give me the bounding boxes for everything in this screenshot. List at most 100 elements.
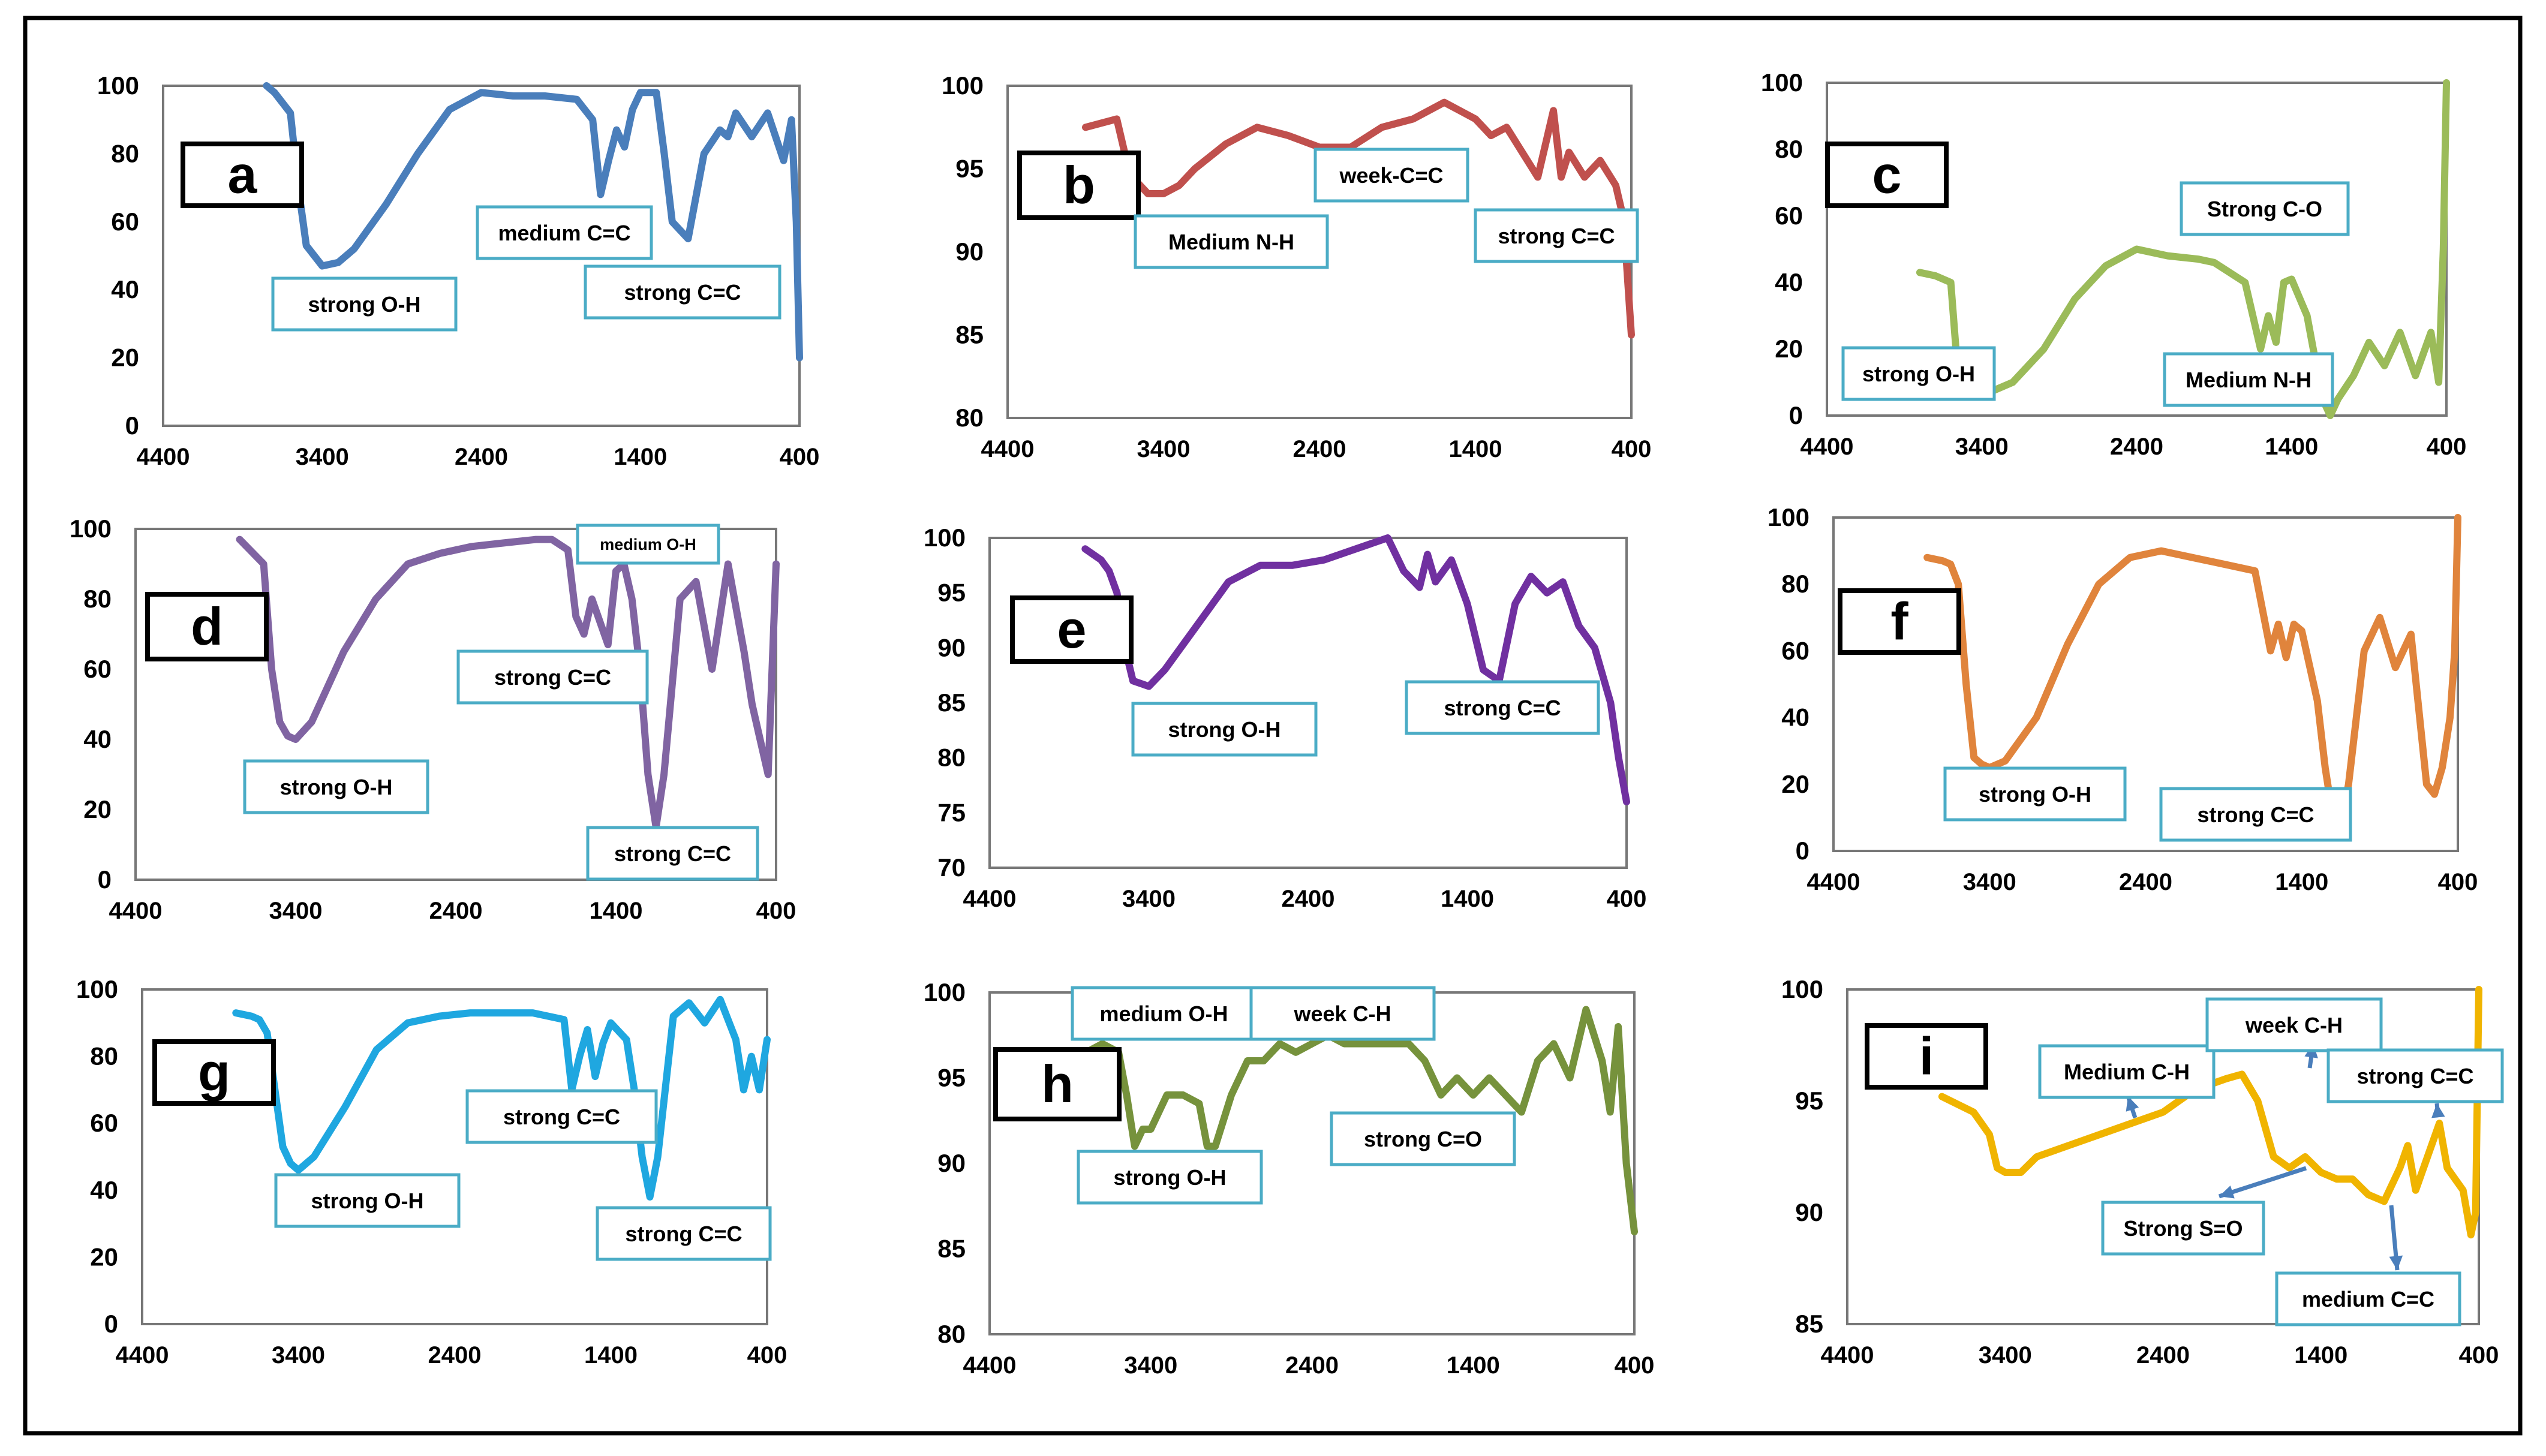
y-tick-label: 0 xyxy=(1789,401,1803,429)
y-tick-label: 0 xyxy=(1796,837,1809,865)
y-tick-label: 40 xyxy=(83,725,112,753)
x-tick-label: 3400 xyxy=(1137,436,1191,462)
y-tick-label: 100 xyxy=(924,524,966,552)
annotation-text: strong O-H xyxy=(308,292,421,317)
annotation-box xyxy=(2180,181,2350,236)
annotation-text: Medium C-H xyxy=(2064,1060,2190,1084)
y-tick-label: 85 xyxy=(937,688,966,717)
y-tick-label: 60 xyxy=(90,1109,118,1137)
x-tick-label: 1400 xyxy=(590,898,643,924)
y-tick-label: 20 xyxy=(1775,335,1803,363)
annotation-text: strong C=C xyxy=(2197,802,2314,827)
annotation-box xyxy=(271,276,458,332)
series-line-f xyxy=(1923,514,2461,828)
annotation-text: strong O-H xyxy=(311,1189,424,1213)
annotation-text: strong C=C xyxy=(1498,224,1615,248)
y-tick-label: 0 xyxy=(104,1310,118,1338)
annotation-box xyxy=(465,1089,658,1144)
y-tick-label: 95 xyxy=(937,1064,966,1092)
panel-a: 0 20 40 60 80 100 4400 3400 2400 1400 400 a strong O… xyxy=(97,71,819,470)
y-tick-label: 20 xyxy=(90,1243,118,1271)
annotation-box xyxy=(2038,1044,2216,1099)
x-tick-label: 1400 xyxy=(1447,1352,1500,1379)
panel-label: d xyxy=(191,597,223,656)
panel-label: b xyxy=(1063,155,1095,215)
x-tick-label: 4400 xyxy=(109,898,163,924)
x-tick-label: 4400 xyxy=(137,444,190,470)
y-tick-label: 80 xyxy=(1775,135,1803,163)
annotation-text: medium C=C xyxy=(2302,1287,2434,1311)
x-tick-label: 1400 xyxy=(584,1342,638,1368)
panel-label: g xyxy=(198,1043,230,1102)
annotation-box xyxy=(586,826,759,881)
panel-label-box xyxy=(1865,1023,1988,1090)
x-tick-label: 3400 xyxy=(1979,1342,2032,1368)
panel-c: 0 20 40 60 80 100 4400 3400 2400 1400 400 c strong O… xyxy=(1761,68,2466,460)
y-tick-label: 60 xyxy=(83,655,112,683)
annotation-text: strong O-H xyxy=(280,775,393,799)
annotation-text: strong C=C xyxy=(1444,696,1561,720)
annotation-text: strong O-H xyxy=(1168,717,1281,742)
annotation-text: strong C=C xyxy=(2356,1064,2473,1088)
y-tick-label: 100 xyxy=(1781,975,1823,1003)
x-tick-label: 1400 xyxy=(614,444,667,470)
panel-label: e xyxy=(1057,600,1087,659)
x-tick-label: 2400 xyxy=(2119,869,2172,895)
annotation-arrowhead xyxy=(2126,1096,2139,1112)
annotation-box xyxy=(596,1206,772,1261)
annotation-box xyxy=(2326,1048,2504,1103)
annotation-box xyxy=(2159,787,2352,842)
y-tick-label: 0 xyxy=(125,411,139,440)
panel-label-box xyxy=(993,1047,1122,1121)
y-tick-label: 20 xyxy=(1781,770,1809,798)
x-tick-label: 1400 xyxy=(1449,436,1502,462)
x-tick-label: 2400 xyxy=(1293,436,1346,462)
x-tick-label: 2400 xyxy=(428,1342,482,1368)
x-tick-label: 3400 xyxy=(1122,886,1176,912)
annotation-box xyxy=(1134,214,1329,269)
plot-area xyxy=(1832,516,2459,852)
series-line-a xyxy=(263,82,803,362)
annotation-box xyxy=(2163,352,2334,407)
x-tick-label: 1400 xyxy=(2294,1342,2347,1368)
y-tick-label: 60 xyxy=(1775,201,1803,230)
annotation-box xyxy=(576,524,720,565)
panel-label-box xyxy=(1010,595,1134,664)
annotation-box xyxy=(1474,208,1639,263)
x-tick-label: 400 xyxy=(1612,436,1652,462)
annotation-text: strong C=C xyxy=(624,280,741,305)
panel-label-box xyxy=(1825,142,1949,208)
panel-e: 70 75 80 85 90 95 100 4400 3400 2400 1400 400 e stron… xyxy=(924,524,1646,912)
x-tick-label: 400 xyxy=(756,898,796,924)
series-line-d xyxy=(236,536,780,831)
annotation-text: strong C=C xyxy=(614,841,731,866)
y-tick-label: 20 xyxy=(111,344,139,372)
annotation-box xyxy=(476,205,653,260)
x-tick-label: 2400 xyxy=(455,444,508,470)
annotation-box xyxy=(1077,1150,1263,1205)
annotation-text: strong O-H xyxy=(1979,782,2091,807)
annotation-arrowhead xyxy=(2389,1255,2403,1270)
annotation-box xyxy=(1943,766,2127,822)
annotation-text: strong O-H xyxy=(1114,1165,1227,1190)
annotation-box xyxy=(1841,346,1996,401)
x-tick-label: 3400 xyxy=(1963,869,2016,895)
panel-h: 80 85 90 95 100 4400 3400 2400 1400 400 h medium O-… xyxy=(924,978,1654,1379)
x-tick-label: 4400 xyxy=(963,1352,1017,1379)
panel-g: 0 20 40 60 80 100 4400 3400 2400 1400 400 g strong O… xyxy=(76,975,787,1368)
annotation-text: Strong S=O xyxy=(2123,1216,2243,1241)
x-tick-label: 4400 xyxy=(116,1342,169,1368)
series-line-i xyxy=(1938,986,2482,1239)
annotation-box xyxy=(2205,997,2383,1052)
annotation-text: medium O-H xyxy=(600,536,696,553)
panel-label: i xyxy=(1919,1027,1934,1086)
x-tick-label: 4400 xyxy=(1821,1342,1874,1368)
y-tick-label: 70 xyxy=(937,853,966,882)
annotation-text: strong C=C xyxy=(625,1222,742,1246)
plot-area xyxy=(141,988,768,1325)
x-tick-label: 400 xyxy=(2427,434,2467,460)
y-tick-label: 85 xyxy=(937,1235,966,1263)
